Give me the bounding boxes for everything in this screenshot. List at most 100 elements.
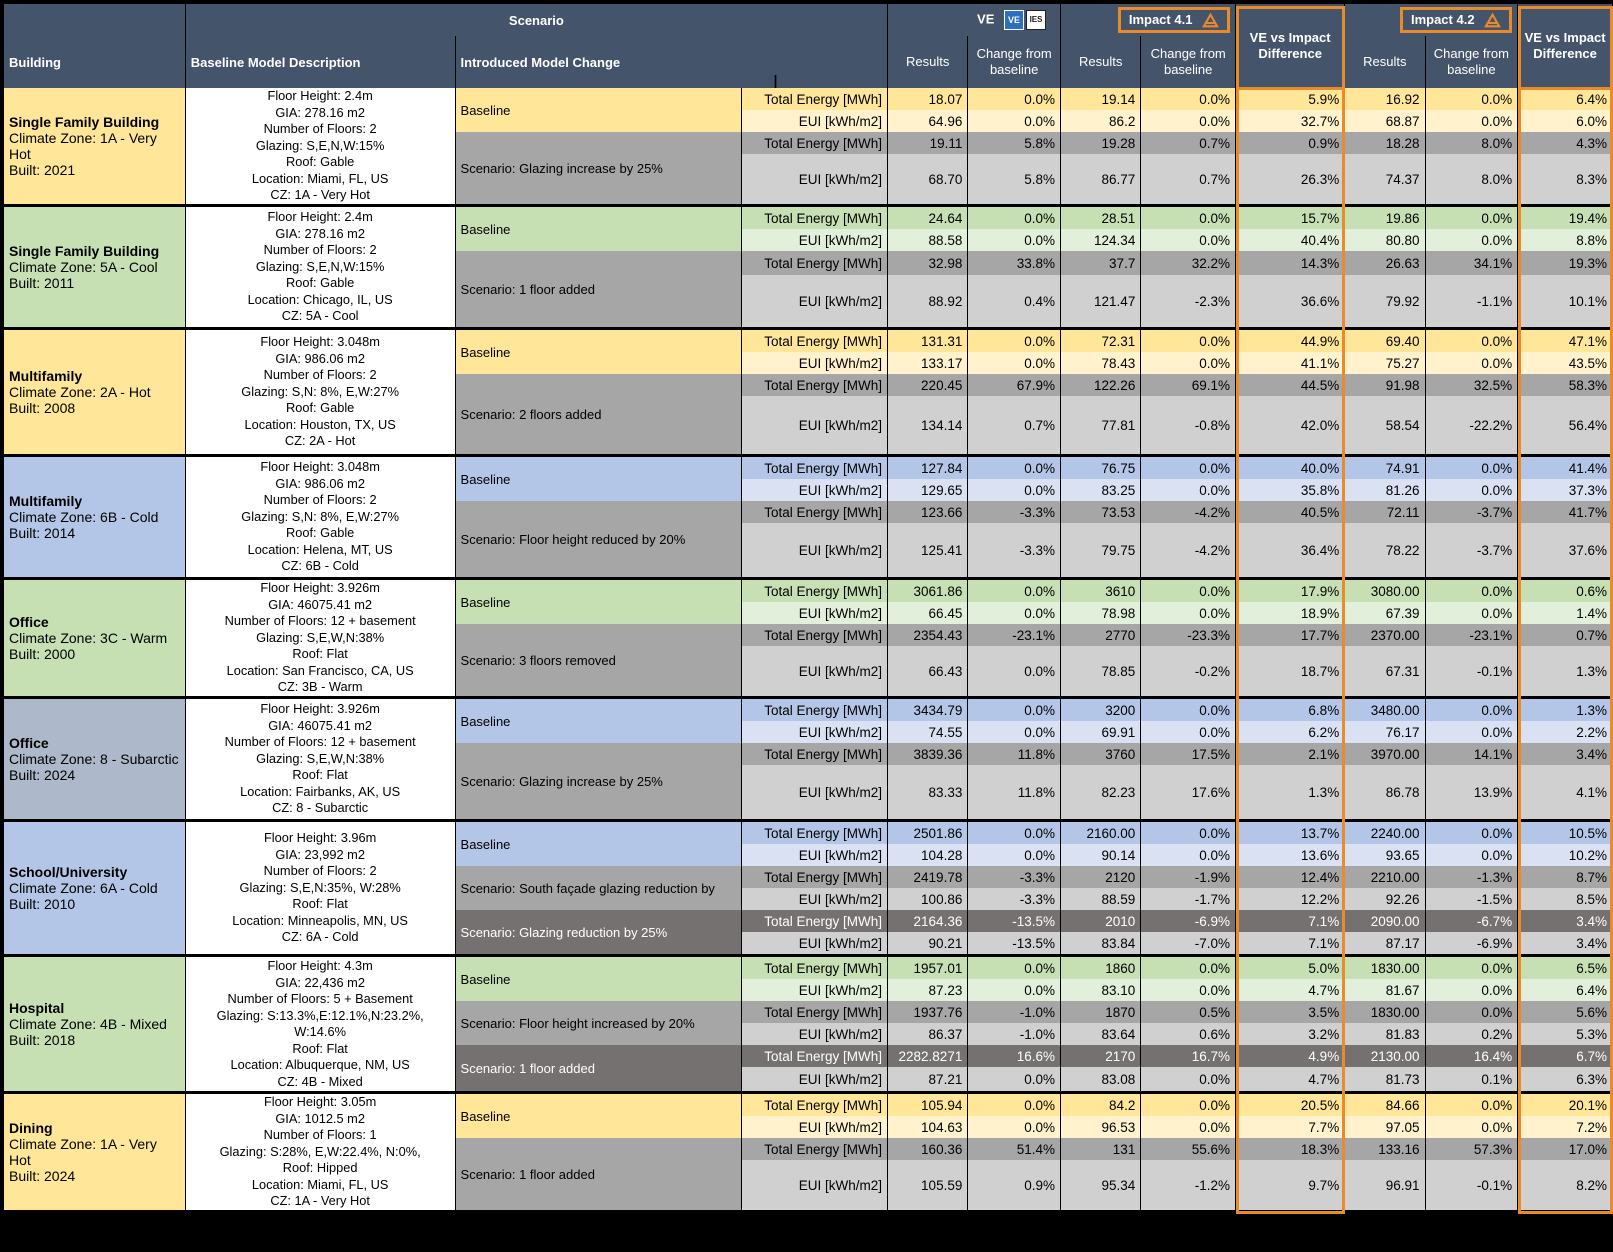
ve-change[interactable]: 51.4% (967, 1138, 1062, 1160)
impact42-results[interactable]: 91.98 (1344, 374, 1426, 396)
impact41-change[interactable]: 0.0% (1140, 207, 1237, 229)
impact42-change[interactable]: 0.0% (1425, 88, 1519, 110)
ve-change[interactable]: 11.8% (967, 765, 1062, 819)
impact41-change[interactable]: 16.7% (1140, 1045, 1237, 1067)
impact41-change[interactable]: 0.0% (1140, 479, 1237, 501)
ve-vs-impact41-diff[interactable]: 41.1% (1235, 352, 1346, 374)
ve-vs-impact41-diff[interactable]: 15.7% (1235, 207, 1346, 229)
impact42-results[interactable]: 81.73 (1344, 1067, 1426, 1091)
impact42-change[interactable]: 0.0% (1425, 1001, 1519, 1023)
metric-label[interactable]: Total Energy [MWh] (741, 457, 889, 479)
scenario-label[interactable]: Scenario: 1 floor added (455, 1045, 742, 1091)
impact41-change[interactable]: 17.6% (1140, 765, 1237, 819)
metric-label[interactable]: EUI [kWh/m2] (741, 646, 889, 696)
impact42-change[interactable]: 14.1% (1425, 743, 1519, 765)
ve-change[interactable]: 0.0% (967, 699, 1062, 721)
impact41-results[interactable]: 2160.00 (1060, 822, 1142, 844)
impact41-results[interactable]: 82.23 (1060, 765, 1142, 819)
impact41-results[interactable]: 83.64 (1060, 1023, 1142, 1045)
impact42-results[interactable]: 2210.00 (1344, 866, 1426, 888)
metric-label[interactable]: Total Energy [MWh] (741, 374, 889, 396)
ve-vs-impact41-diff[interactable]: 14.3% (1235, 251, 1346, 275)
impact41-change[interactable]: 0.6% (1140, 1023, 1237, 1045)
ve-change[interactable]: 0.0% (967, 1067, 1062, 1091)
scenario-label[interactable]: Scenario: Floor height increased by 20% (455, 1001, 742, 1045)
metric-label[interactable]: EUI [kWh/m2] (741, 602, 889, 624)
ve-results[interactable]: 3839.36 (887, 743, 969, 765)
ve-results[interactable]: 125.41 (887, 523, 969, 577)
impact42-results[interactable]: 74.37 (1344, 154, 1426, 204)
impact41-change[interactable]: 0.0% (1140, 957, 1237, 979)
impact41-change[interactable]: 0.0% (1140, 844, 1237, 866)
impact41-results[interactable]: 2170 (1060, 1045, 1142, 1067)
ve-vs-impact41-diff[interactable]: 4.7% (1235, 979, 1346, 1001)
impact41-results[interactable]: 3200 (1060, 699, 1142, 721)
impact42-results[interactable]: 81.67 (1344, 979, 1426, 1001)
ve-change[interactable]: 0.0% (967, 229, 1062, 251)
baseline-description[interactable]: Floor Height: 3.05m GIA: 1012.5 m2 Number … (185, 1094, 456, 1210)
baseline-description[interactable]: Floor Height: 3.96m GIA: 23,992 m2 Number … (185, 822, 456, 954)
ve-change[interactable]: -13.5% (967, 910, 1062, 932)
ve-change[interactable]: 0.0% (967, 1094, 1062, 1116)
metric-label[interactable]: Total Energy [MWh] (741, 957, 889, 979)
baseline-description[interactable]: Floor Height: 3.926m GIA: 46075.41 m2 Numb… (185, 580, 456, 696)
impact42-change[interactable]: -23.1% (1425, 624, 1519, 646)
ve-results[interactable]: 90.21 (887, 932, 969, 954)
ve-results[interactable]: 1937.76 (887, 1001, 969, 1023)
impact41-change[interactable]: 69.1% (1140, 374, 1237, 396)
ve-change[interactable]: 0.4% (967, 275, 1062, 327)
scenario-label[interactable]: Scenario: 1 floor added (455, 1138, 742, 1210)
ve-results[interactable]: 24.64 (887, 207, 969, 229)
impact42-change[interactable]: -1.5% (1425, 888, 1519, 910)
baseline-description[interactable]: Floor Height: 2.4m GIA: 278.16 m2 Number o… (185, 207, 456, 327)
impact41-change[interactable]: -1.7% (1140, 888, 1237, 910)
metric-label[interactable]: Total Energy [MWh] (741, 207, 889, 229)
impact42-results[interactable]: 18.28 (1344, 132, 1426, 154)
ve-vs-impact42-diff[interactable]: 8.7% (1517, 866, 1613, 888)
impact42-change[interactable]: 0.1% (1425, 1067, 1519, 1091)
baseline-description[interactable]: Floor Height: 2.4m GIA: 278.16 m2 Number o… (185, 88, 456, 204)
ve-results[interactable]: 68.70 (887, 154, 969, 204)
impact42-results[interactable]: 81.26 (1344, 479, 1426, 501)
ve-vs-impact42-diff[interactable]: 56.4% (1517, 396, 1613, 454)
ve-vs-impact41-diff[interactable]: 40.4% (1235, 229, 1346, 251)
metric-label[interactable]: Total Energy [MWh] (741, 580, 889, 602)
ve-change[interactable]: -1.0% (967, 1001, 1062, 1023)
metric-label[interactable]: Total Energy [MWh] (741, 1138, 889, 1160)
ve-results[interactable]: 1957.01 (887, 957, 969, 979)
ve-vs-impact42-diff[interactable]: 6.0% (1517, 110, 1613, 132)
ve-results[interactable]: 64.96 (887, 110, 969, 132)
impact41-results[interactable]: 88.59 (1060, 888, 1142, 910)
impact42-results[interactable]: 67.39 (1344, 602, 1426, 624)
metric-label[interactable]: EUI [kWh/m2] (741, 1067, 889, 1091)
impact42-change[interactable]: 0.0% (1425, 110, 1519, 132)
impact42-change[interactable]: -3.7% (1425, 501, 1519, 523)
impact42-results[interactable]: 3480.00 (1344, 699, 1426, 721)
ve-vs-impact42-diff[interactable]: 1.4% (1517, 602, 1613, 624)
building-cell[interactable]: Dining Climate Zone: 1A - Very Hot Built: … (4, 1094, 186, 1210)
impact42-change[interactable]: 0.0% (1425, 352, 1519, 374)
ve-vs-impact42-diff[interactable]: 8.2% (1517, 1160, 1613, 1210)
ve-results[interactable]: 127.84 (887, 457, 969, 479)
metric-label[interactable]: EUI [kWh/m2] (741, 523, 889, 577)
building-cell[interactable]: Office Climate Zone: 8 - Subarctic Built: … (4, 699, 186, 819)
impact41-results[interactable]: 121.47 (1060, 275, 1142, 327)
metric-label[interactable]: EUI [kWh/m2] (741, 275, 889, 327)
impact41-results[interactable]: 28.51 (1060, 207, 1142, 229)
building-cell[interactable]: Office Climate Zone: 3C - Warm Built: 2000 (4, 580, 186, 696)
impact42-results[interactable]: 16.92 (1344, 88, 1426, 110)
ve-vs-impact41-diff[interactable]: 2.1% (1235, 743, 1346, 765)
impact41-change[interactable]: 17.5% (1140, 743, 1237, 765)
impact42-results[interactable]: 26.63 (1344, 251, 1426, 275)
ve-change[interactable]: 5.8% (967, 154, 1062, 204)
ve-vs-impact42-diff[interactable]: 3.4% (1517, 910, 1613, 932)
ve-change[interactable]: -13.5% (967, 932, 1062, 954)
ve-results[interactable]: 74.55 (887, 721, 969, 743)
ve-vs-impact41-diff[interactable]: 6.2% (1235, 721, 1346, 743)
impact42-change[interactable]: 0.0% (1425, 580, 1519, 602)
ve-vs-impact42-diff[interactable]: 6.5% (1517, 957, 1613, 979)
ve-vs-impact41-diff[interactable]: 4.7% (1235, 1067, 1346, 1091)
impact42-results[interactable]: 74.91 (1344, 457, 1426, 479)
ve-results[interactable]: 160.36 (887, 1138, 969, 1160)
ve-change[interactable]: 0.0% (967, 580, 1062, 602)
